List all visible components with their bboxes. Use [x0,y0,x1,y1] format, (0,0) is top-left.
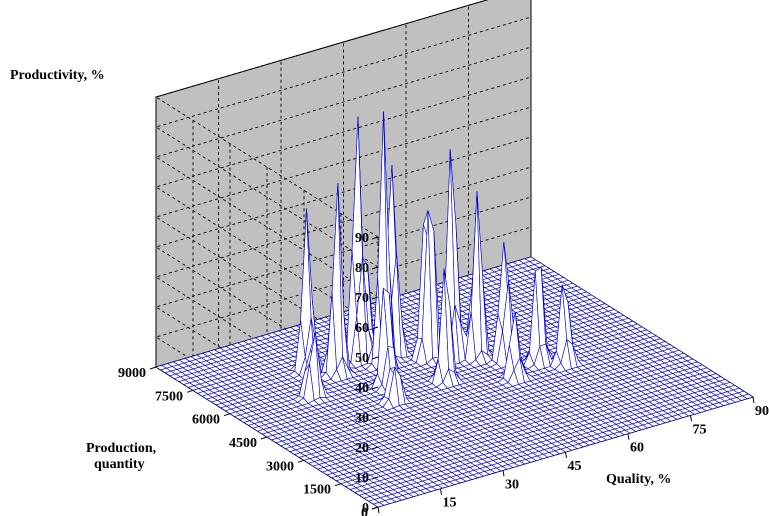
z-tick-mark [371,416,379,420]
y-tick-mark [334,483,342,487]
grid-line-z [154,46,532,298]
x-tick-mark [690,415,692,422]
z-tick-label: 80 [355,261,369,276]
y-tick-label: 3000 [266,459,294,474]
z-tick-mark [371,356,379,360]
z-tick-mark [371,266,379,270]
grid-line-z [154,136,532,388]
x-tick-label: 90 [755,404,769,419]
z-tick-label: 50 [355,351,369,366]
y-tick-mark [223,413,231,417]
y-tick-label: 1500 [303,483,331,498]
x-tick-label: 30 [505,477,519,492]
y-axis-label-line2: quantity [94,457,145,472]
surface-mesh [155,111,754,508]
x-tick-label: 0 [380,514,387,516]
x-tick-label: 75 [693,422,707,437]
z-tick-label: 0 [362,501,369,516]
y-axis-label-line1: Production, [86,441,156,456]
x-tick-mark [377,506,380,514]
x-tick-label: 60 [630,441,644,456]
x-tick-label: 15 [443,496,457,511]
y-tick-label: 6000 [192,413,220,428]
grid-line-z [154,106,532,358]
z-tick-label: 30 [355,411,369,426]
y-tick-mark [260,436,268,440]
z-tick-label: 90 [355,231,369,246]
x-tick-mark [565,451,567,459]
grid-line-z [154,0,489,238]
z-tick-mark [371,326,379,330]
y-tick-mark [297,459,305,463]
z-tick-mark [371,446,379,450]
z-tick-mark [371,296,379,300]
z-tick-label: 10 [355,471,369,486]
z-tick-mark [371,236,379,240]
y-tick-mark [371,506,379,510]
grid-line-z [154,16,532,268]
y-tick-mark [149,366,157,370]
grid-line-z [154,166,532,418]
z-tick-label: 40 [355,381,369,396]
surface-cell [741,393,754,400]
grid-line-z [154,226,532,478]
y-tick-label: 0 [361,506,368,516]
z-tick-label: 60 [355,321,369,336]
y-tick-label: 4500 [229,436,257,451]
x-tick-label: 45 [568,459,582,474]
grid-line-z [154,76,532,328]
x-tick-mark [752,396,755,404]
z-tick-mark [371,386,379,390]
z-axis-label: Productivity, % [10,68,105,83]
z-tick-label: 70 [355,291,369,306]
y-tick-mark [186,389,194,393]
x-tick-mark [440,488,442,495]
y-tick-label: 7500 [155,389,183,404]
z-tick-mark [371,476,379,480]
x-tick-mark [502,470,505,477]
z-tick-label: 20 [355,441,369,456]
x-axis-label: Quality, % [606,472,671,487]
y-tick-label: 9000 [118,366,146,381]
tick-labels: 0102030405060708090015304560759001500300… [118,231,769,516]
grid-line-z [154,196,532,448]
x-tick-mark [627,433,630,440]
